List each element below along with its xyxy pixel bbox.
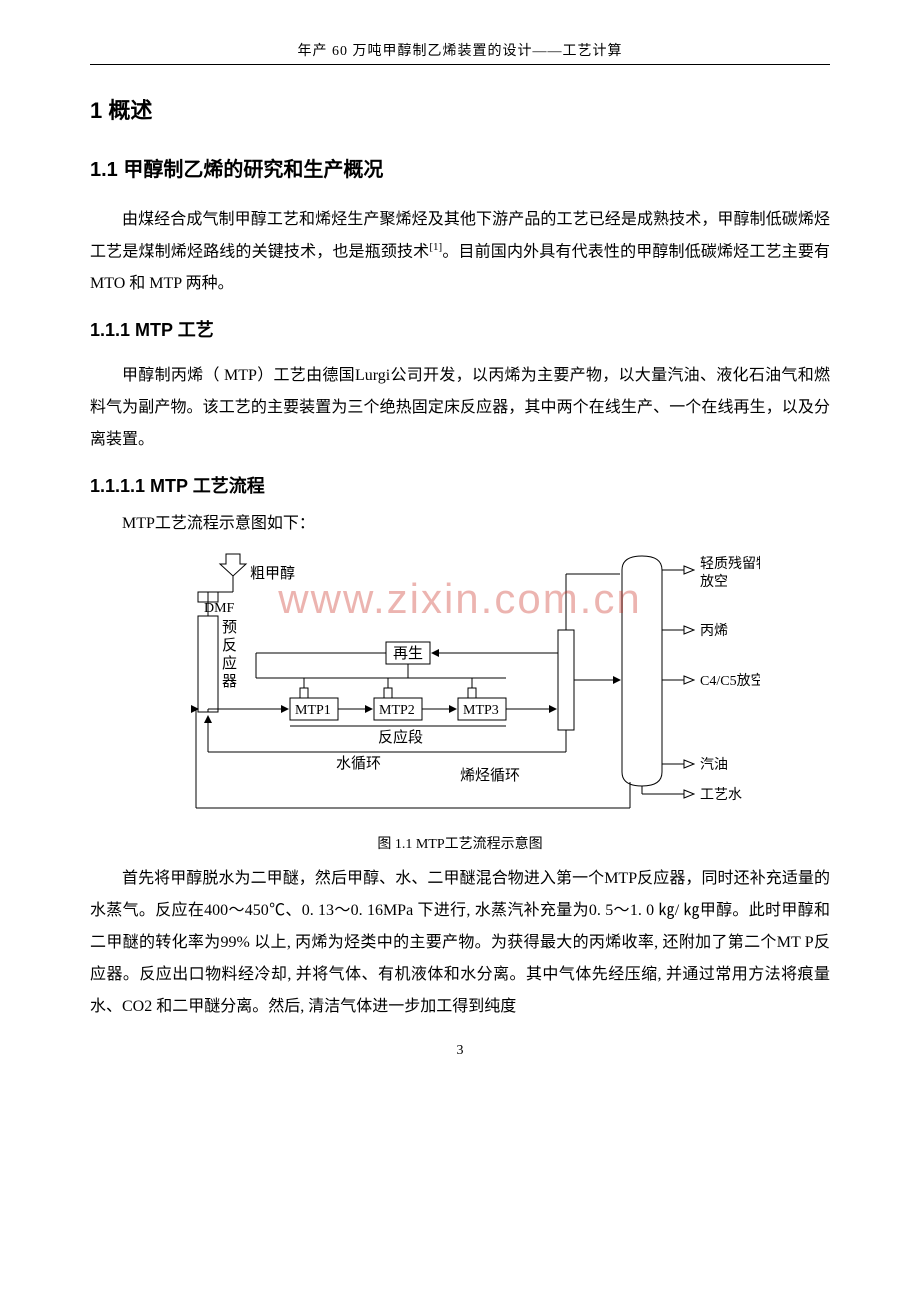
- label-rxn: 反应段: [378, 728, 423, 746]
- label-mtp2: MTP2: [379, 703, 415, 718]
- label-out-gasoline: 汽油: [700, 757, 728, 773]
- label-mtp1: MTP1: [295, 703, 331, 718]
- page-header: 年产 60 万吨甲醇制乙烯装置的设计——工艺计算: [90, 40, 830, 65]
- label-regen: 再生: [393, 645, 423, 662]
- heading-1-1-1-1: 1.1.1.1 MTP 工艺流程: [90, 472, 830, 498]
- label-out-light-1: 轻质残留物: [700, 556, 760, 572]
- label-out-propene: 丙烯: [700, 623, 728, 639]
- label-mtp3: MTP3: [463, 703, 499, 718]
- paragraph-4: 首先将甲醇脱水为二甲醚，然后甲醇、水、二甲醚混合物进入第一个MTP反应器，同时还…: [90, 863, 830, 1023]
- label-water-loop: 水循环: [336, 755, 381, 772]
- heading-1-1-1: 1.1.1 MTP 工艺: [90, 316, 830, 342]
- citation-1: [1]: [429, 241, 442, 253]
- label-olefin-loop: 烯烃循环: [460, 767, 520, 784]
- label-dmf: DMF: [204, 601, 235, 616]
- paragraph-1: 由煤经合成气制甲醇工艺和烯烃生产聚烯烃及其他下游产品的工艺已经是成熟技术，甲醇制…: [90, 204, 830, 300]
- heading-1-1: 1.1 甲醇制乙烯的研究和生产概况: [90, 153, 830, 182]
- page-number: 3: [90, 1043, 830, 1059]
- paragraph-2: 甲醇制丙烯（ MTP）工艺由德国Lurgi公司开发，以丙烯为主要产物，以大量汽油…: [90, 360, 830, 456]
- label-out-water: 工艺水: [700, 787, 742, 803]
- page: 年产 60 万吨甲醇制乙烯装置的设计——工艺计算 1 概述 1.1 甲醇制乙烯的…: [0, 0, 920, 1302]
- flowchart-svg: 粗甲醇 DMF 预 反 应 器 MTP1: [160, 550, 760, 820]
- figure-caption: 图 1.1 MTP工艺流程示意图: [90, 833, 830, 853]
- mtp-flowchart: 粗甲醇 DMF 预 反 应 器 MTP1: [160, 550, 760, 825]
- label-out-c4c5: C4/C5放空: [700, 673, 760, 689]
- label-feed: 粗甲醇: [250, 565, 295, 582]
- paragraph-3: MTP工艺流程示意图如下：: [90, 508, 830, 540]
- label-pre-reactor: 预 反 应 器: [222, 619, 241, 690]
- label-out-light-2: 放空: [700, 574, 728, 590]
- heading-1: 1 概述: [90, 93, 830, 125]
